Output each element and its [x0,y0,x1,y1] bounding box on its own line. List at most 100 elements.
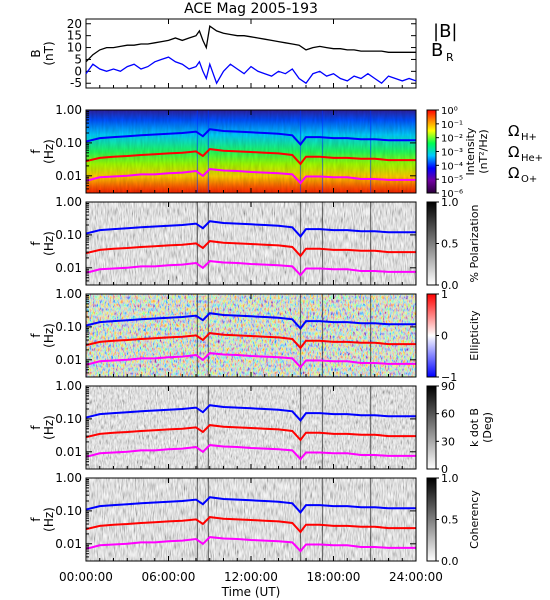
y-axis-units: (Hz) [42,231,56,256]
colorbar-tick-label: 10⁻⁶ [441,189,463,200]
colorbar-tick-label: 10⁻⁴ [441,161,463,172]
y-axis-label: f [29,425,43,430]
colorbar-tick-label: 10⁻² [441,134,463,145]
y-tick-label: 0.01 [55,169,82,183]
legend-br: B [431,40,443,61]
y-tick-label: 0.10 [55,136,82,150]
colorbar [426,109,437,194]
x-axis-label: Time (UT) [221,585,281,599]
spectrogram-image [86,294,416,377]
panel-coherency: 1.00 0.10 0.01 f (Hz) 1.0 0.5 0.0 Coherency [29,471,481,568]
gyro-line-o-plus [86,260,416,277]
gyro-label-subscript: H+ [521,132,537,143]
y-tick-label: 0.10 [55,504,82,518]
gyro-line-o-plus [86,168,416,185]
y-tick-label: -5 [70,76,82,90]
colorbar-units: (nT²/Hz) [477,129,490,173]
x-tick-label: 12:00:00 [224,570,278,584]
colorbar [426,385,437,470]
y-tick-label: 0.01 [55,261,82,275]
y-tick-label: 0.01 [55,537,82,551]
gyro-line-h-plus [86,128,416,146]
colorbar-tick-label: 10⁻¹ [441,120,463,131]
colorbar-tick-label: 10⁰ [441,106,458,117]
gyro-line-h-plus [86,496,416,514]
y-axis-label: f [29,333,43,338]
colorbar-label: % Polarization [468,205,481,283]
colorbar-tick-label: 0.5 [441,238,459,251]
y-tick-label: 0.10 [55,320,82,334]
gyro-line-o-plus [86,444,416,461]
y-tick-label: 1.00 [55,471,82,485]
y-tick-label: 15 [67,29,82,43]
colorbar-tick-label: 10⁻⁵ [441,175,463,186]
y-axis-units: (Hz) [42,507,56,532]
gyro-line-o-plus [86,352,416,369]
x-tick-label: 00:00:00 [59,570,113,584]
y-tick-label: 0.01 [55,445,82,459]
colorbar-tick-label: 0 [441,463,448,476]
colorbar-tick-label: 30 [441,435,455,448]
panel-ellipticity: 1.00 0.10 0.01 f (Hz) 1 0 −1 Ellipticity [29,287,481,384]
gyro-line-he-plus [86,148,416,166]
x-tick-label: 24:00:00 [389,570,443,584]
gyro-label-he-plus: Ω [508,143,519,161]
colorbar [426,477,437,562]
gyro-label-h-plus: Ω [508,122,519,140]
spectrogram-image [86,386,416,469]
spectrogram-image [86,110,416,193]
y-axis-label: f [29,517,43,522]
colorbar-tick-label: 90 [441,380,455,393]
x-tick-label: 18:00:00 [307,570,361,584]
y-tick-label: 1.00 [55,195,82,209]
y-tick-label: 0.10 [55,412,82,426]
colorbar-units: (Deg) [481,412,494,443]
colorbar [426,201,437,286]
colorbar-label: Intensity [464,127,477,175]
y-tick-label: 5 [74,52,82,66]
y-tick-label: 20 [67,17,82,31]
colorbar-tick-label: 1 [441,288,448,301]
gyro-line-h-plus [86,312,416,330]
colorbar-label: k dot B [468,408,481,447]
colorbar-tick-label: 1.0 [441,472,459,485]
gyro-line-o-plus [86,536,416,553]
gyro-label-o-plus: Ω [508,164,519,182]
y-tick-label: 1.00 [55,379,82,393]
x-tick-label: 06:00:00 [142,570,196,584]
y-tick-label: 0 [74,64,82,78]
gyro-line-he-plus [86,240,416,258]
gyro-line-h-plus [86,220,416,238]
panel-frame [85,18,417,89]
colorbar-tick-label: 0.0 [441,555,459,568]
series-bmag-line [85,24,416,63]
colorbar-tick-label: 0.5 [441,514,459,527]
colorbar [426,293,437,378]
y-tick-label: 0.10 [55,228,82,242]
panel-intensity: 1.00 0.10 0.01 f (Hz) 10⁰ 10⁻¹ 10⁻² 10⁻³ 10⁻⁴ 10⁻⁵… [29,103,543,200]
colorbar-tick-label: −1 [441,371,457,384]
y-axis-label: B [29,49,43,57]
y-axis-units: (Hz) [42,139,56,164]
gyro-line-he-plus [86,332,416,350]
legend-bmag: |B| [433,21,457,42]
y-tick-label: 10 [67,41,82,55]
y-tick-label: 0.01 [55,353,82,367]
y-axis-label: f [29,149,43,154]
gyro-line-he-plus [86,516,416,534]
colorbar-label: Coherency [468,490,481,549]
gyro-line-he-plus [86,424,416,442]
panel-polarization: 1.00 0.10 0.01 f (Hz) 1.0 0.5 0.0 % Polarization [29,195,481,292]
legend-br-subscript: R [446,51,454,64]
y-axis-units: (nT) [42,41,56,65]
y-axis-label: f [29,241,43,246]
panel-k-dot-b: 1.00 0.10 0.01 f (Hz) 90 60 30 0 k dot B (Deg) [29,379,494,476]
spectrogram-image [86,478,416,561]
y-axis-units: (Hz) [42,415,56,440]
colorbar-tick-label: 0.0 [441,279,459,292]
y-axis-units: (Hz) [42,323,56,348]
gyro-label-subscript: He+ [521,153,543,164]
y-tick-label: 1.00 [55,287,82,301]
